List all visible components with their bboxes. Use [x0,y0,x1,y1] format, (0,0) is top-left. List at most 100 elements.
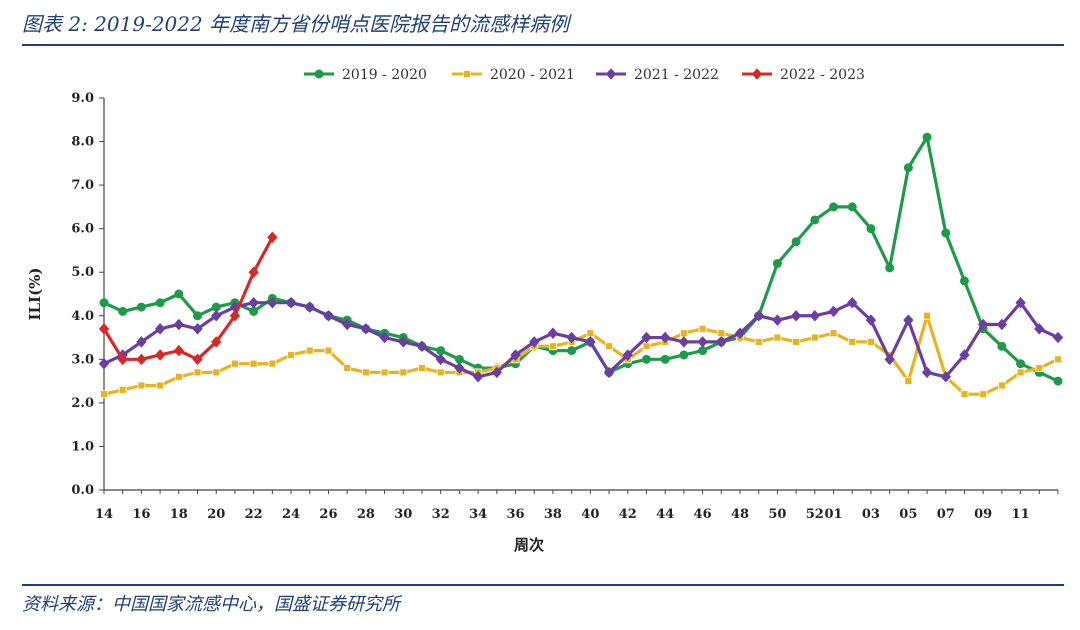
data-point [399,368,408,377]
data-point [379,331,390,344]
data-point [98,323,110,335]
data-point [472,371,484,383]
x-tick-label: 52 [806,507,824,522]
data-point [1054,355,1062,364]
data-point [904,377,913,386]
data-point [734,327,746,339]
legend-marker [463,70,471,78]
x-tick-label: 22 [245,507,263,522]
data-point [997,341,1007,351]
data-point [959,276,969,286]
x-tick-label: 40 [581,507,599,522]
data-point [697,336,708,348]
data-point [622,349,633,361]
series-2020-2021 [100,311,1062,399]
x-tick-label: 16 [132,507,150,522]
data-point [136,336,147,348]
legend-marker [314,69,324,79]
y-tick-label: 4.0 [71,309,94,324]
data-point [754,338,763,346]
data-point [865,314,877,326]
data-point [268,359,277,368]
data-point [641,354,651,364]
y-axis-title: ILI(%) [26,267,44,320]
data-point [211,336,222,348]
data-point [566,331,577,344]
y-tick-label: 3.0 [71,352,94,367]
data-point [156,381,165,390]
data-point [418,364,426,372]
data-point [678,336,690,348]
data-point [1016,368,1025,377]
data-point [996,318,1008,331]
data-point [287,351,295,359]
data-point [641,331,652,344]
x-tick-label: 26 [319,507,337,522]
data-point [212,368,221,377]
series-line [102,314,1060,396]
chart-legend: 2019 - 2020 2020 - 2021 2021 - 2022 2022 - … [304,67,865,83]
data-point [791,237,801,247]
legend-entry: 2022 - 2023 [742,67,865,83]
data-point [154,349,166,361]
x-tick-label: 07 [937,507,955,522]
x-tick-label: 03 [862,507,880,522]
data-point [248,266,259,278]
data-point [305,346,314,355]
x-tick-label: 34 [469,507,487,522]
data-point [773,333,782,342]
data-point [435,353,446,366]
data-point [940,371,951,383]
data-point [549,342,557,351]
data-point [547,327,559,339]
data-point [99,298,109,308]
data-point [847,296,858,309]
data-point [903,314,914,326]
y-tick-label: 1.0 [71,439,94,454]
data-point [884,353,895,366]
x-tick-label: 46 [694,507,712,522]
legend-label: 2019 - 2020 [342,67,427,83]
y-tick-label: 8.0 [71,135,94,150]
data-point [810,215,820,225]
data-point [1052,331,1064,344]
data-point [267,231,278,244]
data-point [810,333,819,342]
legend-marker [605,68,617,80]
y-tick-label: 6.0 [71,222,94,237]
data-point [154,323,166,335]
data-point [698,346,708,356]
x-tick-label: 36 [506,507,524,522]
x-tick-label: 18 [170,507,188,522]
data-point [941,228,951,238]
data-point [603,366,615,379]
data-point [848,338,857,346]
data-point [829,202,839,212]
data-point [921,366,933,379]
data-point [679,350,689,360]
data-point [1035,364,1044,372]
y-tick-label: 7.0 [71,178,94,193]
data-point [1034,323,1045,335]
data-point [847,202,857,212]
series-2021-2022 [98,296,1064,383]
data-point [997,381,1006,390]
y-tick-label: 5.0 [71,265,94,280]
data-point [343,364,352,372]
x-tick-label: 48 [731,507,749,522]
data-point [192,323,203,335]
data-point [1053,376,1063,386]
data-point [380,368,389,377]
figure-title: 图表 2: 2019-2022 年度南方省份哨点医院报告的流感样病例 [22,12,570,36]
ili-line-chart: 2019 - 2020 2020 - 2021 2021 - 2022 2022 - … [26,67,1064,554]
data-point [304,301,315,313]
source-note: 资料来源：中国国家流感中心，国盛证券研究所 [22,594,400,615]
data-point [491,366,502,379]
data-point [792,338,801,346]
data-point [828,305,839,318]
data-point [360,323,372,335]
x-tick-label: 11 [1012,507,1030,522]
data-point [324,346,333,355]
data-point [436,368,445,377]
data-point [1016,359,1026,369]
